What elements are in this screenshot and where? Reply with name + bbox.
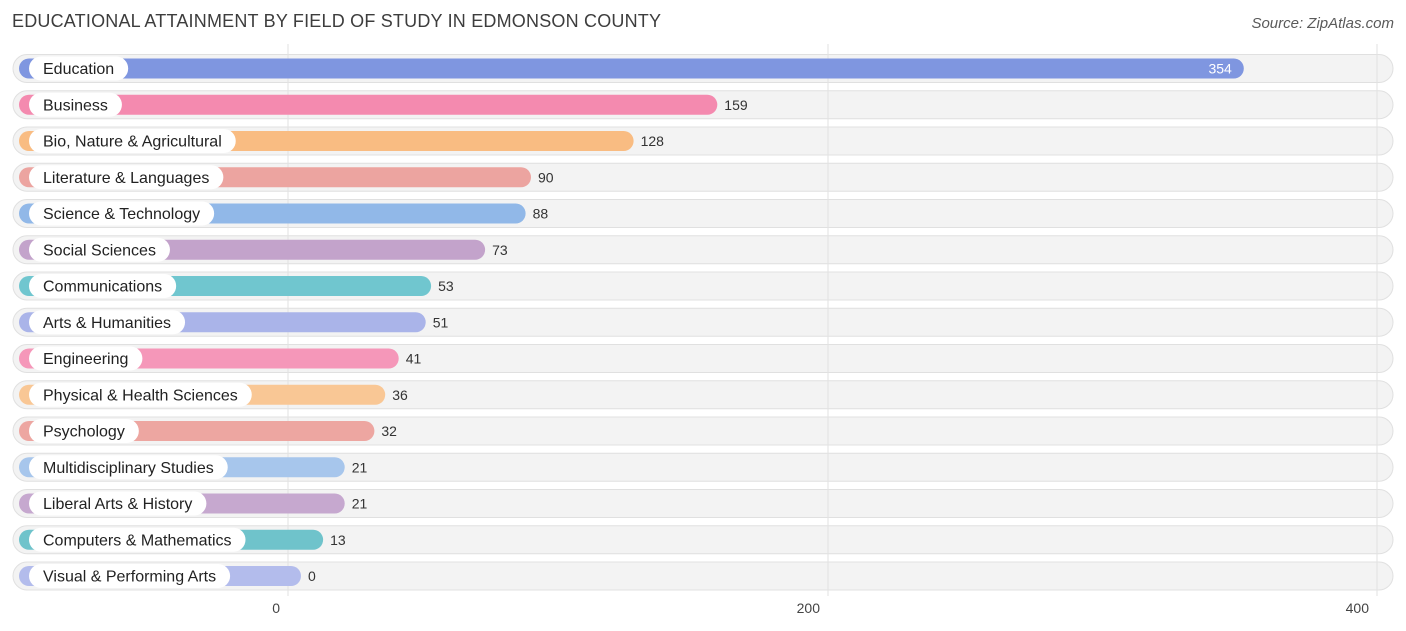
category-label: Arts & Humanities <box>43 315 171 332</box>
value-label: 53 <box>438 278 454 294</box>
value-label: 73 <box>492 242 508 258</box>
value-label: 32 <box>381 423 397 439</box>
value-label: 51 <box>433 314 449 330</box>
category-label-pill <box>29 201 215 226</box>
row-background <box>12 525 1394 555</box>
chart-x-axis-ticks: 0 200 400 <box>272 600 1369 616</box>
category-label-pill <box>29 237 170 262</box>
category-label-pill <box>29 56 129 81</box>
value-label: 21 <box>352 496 368 512</box>
category-label: Education <box>43 61 114 78</box>
value-label: 0 <box>308 568 316 584</box>
category-label-pill <box>29 564 231 588</box>
category-label-pill <box>29 491 207 516</box>
value-label: 13 <box>330 532 346 548</box>
row-background <box>12 489 1394 518</box>
x-tick-label-400: 400 <box>1346 600 1370 616</box>
value-label: 88 <box>533 206 549 222</box>
category-label: Multidisciplinary Studies <box>43 460 214 477</box>
bar <box>19 94 718 115</box>
category-label: Visual & Performing Arts <box>43 569 216 586</box>
category-label: Communications <box>43 279 162 296</box>
category-label: Engineering <box>43 351 128 368</box>
category-label-pill <box>29 382 252 407</box>
row-background <box>12 452 1394 482</box>
category-label: Literature & Languages <box>43 170 209 187</box>
category-label-pill <box>29 455 228 480</box>
bar <box>19 58 1244 79</box>
category-label: Business <box>43 97 108 114</box>
category-label-pill <box>29 310 186 335</box>
category-label: Physical & Health Sciences <box>43 387 238 404</box>
category-label: Science & Technology <box>43 206 200 223</box>
category-label-pill <box>29 346 143 371</box>
value-label: 90 <box>538 169 554 185</box>
category-label: Liberal Arts & History <box>43 496 192 513</box>
category-label-pill <box>29 527 246 552</box>
chart-source: Source: ZipAtlas.com <box>1251 15 1394 32</box>
value-label: 41 <box>406 351 422 367</box>
value-label: 159 <box>724 97 748 113</box>
category-label: Computers & Mathematics <box>43 532 232 549</box>
value-label: 36 <box>392 387 408 403</box>
category-label-pill <box>29 92 122 117</box>
value-label: 128 <box>641 133 665 149</box>
x-tick-label-0: 0 <box>272 600 280 616</box>
value-label: 21 <box>352 459 368 475</box>
category-label-pill <box>29 274 177 298</box>
chart-title: EDUCATIONAL ATTAINMENT BY FIELD OF STUDY… <box>12 11 662 31</box>
category-label: Psychology <box>43 424 125 441</box>
row-background <box>12 561 1394 591</box>
category-label-pill <box>29 129 236 153</box>
category-label: Bio, Nature & Agricultural <box>43 134 222 151</box>
x-tick-label-200: 200 <box>797 600 821 616</box>
value-label: 354 <box>1208 61 1232 77</box>
category-label: Social Sciences <box>43 242 156 259</box>
category-label-pill <box>29 165 224 190</box>
chart-bars: Education 354 Business 159 Bio, Nature & Agr… <box>19 56 1244 588</box>
category-label-pill <box>29 419 139 443</box>
